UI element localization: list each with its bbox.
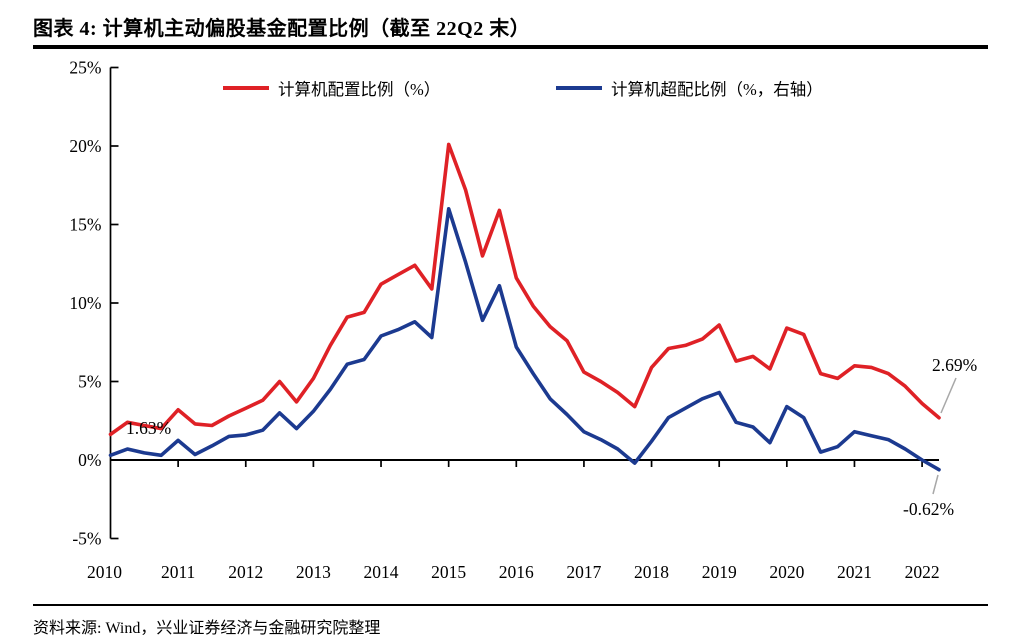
allocation-line [108, 142, 941, 437]
legend-label-overallocation: 计算机超配比例（%，右轴） [611, 80, 823, 99]
legend-item-allocation: 计算机配置比例（%） [223, 76, 440, 100]
overallocation-line [108, 207, 941, 472]
legend-item-overallocation: 计算机超配比例（%，右轴） [556, 76, 823, 100]
x-axis-tick-label: 2011 [161, 562, 195, 582]
annotation-leader-line [940, 377, 957, 414]
x-axis-tick-label: 2022 [905, 562, 940, 582]
legend-label-allocation: 计算机配置比例（%） [278, 80, 441, 99]
annotation-blue-end-value: -0.62% [903, 499, 954, 519]
x-axis-tick-label: 2016 [499, 562, 534, 582]
x-axis-tick-label: 2012 [228, 562, 263, 582]
y-axis-tick-label: -5% [72, 529, 101, 549]
annotation-leader-line [932, 474, 939, 495]
x-axis-tick-label: 2019 [702, 562, 737, 582]
x-axis-tick-label: 2018 [634, 562, 669, 582]
x-axis-tick-label: 2017 [566, 562, 601, 582]
annotation-first-point-value: 1.63% [126, 418, 171, 438]
y-axis-tick-label: 10% [69, 293, 101, 313]
x-axis-tick-label: 2020 [769, 562, 804, 582]
x-axis-tick-label: 2021 [837, 562, 872, 582]
x-axis-tick-label: 2013 [296, 562, 331, 582]
annotation-red-end-value: 2.69% [932, 355, 977, 375]
source-note: 资料来源: Wind，兴业证券经济与金融研究院整理 [33, 620, 381, 637]
x-axis-tick-label: 2010 [87, 562, 122, 582]
footer-divider [33, 604, 988, 606]
y-axis-tick-label: 5% [78, 372, 101, 392]
legend-swatch-overallocation-line [556, 86, 602, 90]
legend-swatch-allocation-line [223, 86, 269, 90]
y-axis-tick-label: 0% [78, 450, 101, 470]
y-axis-tick-label: 20% [69, 136, 101, 156]
x-axis-tick-label: 2015 [431, 562, 466, 582]
y-axis-tick-label: 15% [69, 215, 101, 235]
y-axis-tick-label: 25% [69, 58, 101, 78]
x-axis-tick-label: 2014 [364, 562, 399, 582]
title-divider [33, 45, 988, 49]
figure-title: 图表 4: 计算机主动偏股基金配置比例（截至 22Q2 末） [33, 18, 531, 40]
